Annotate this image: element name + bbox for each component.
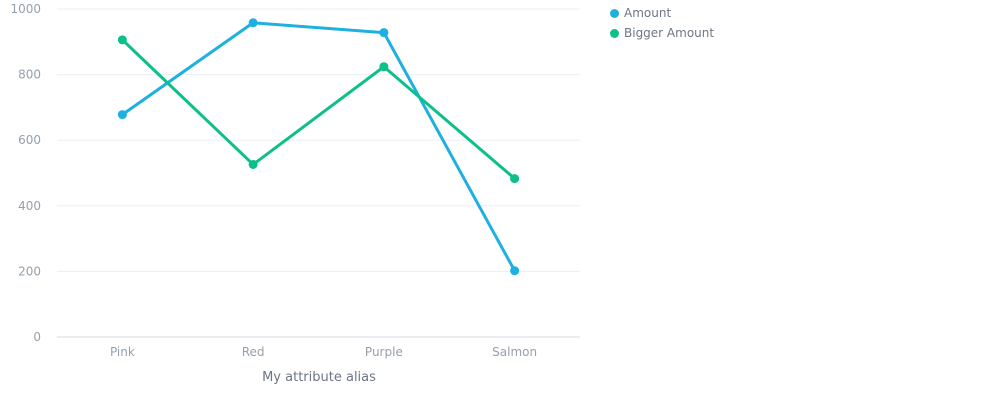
y-tick-label: 0	[33, 330, 41, 344]
series-line	[120, 38, 517, 181]
legend-label: Bigger Amount	[624, 26, 715, 40]
x-tick-label: Red	[242, 345, 265, 359]
y-tick-label: 800	[18, 68, 41, 82]
legend: Amount Bigger Amount	[610, 3, 714, 43]
data-point[interactable]	[379, 28, 389, 38]
x-axis-ticks: Pink Red Purple Salmon	[110, 345, 537, 359]
data-point[interactable]	[510, 266, 520, 276]
data-point[interactable]	[510, 174, 520, 184]
legend-swatch	[610, 28, 619, 38]
series-lines	[117, 18, 520, 276]
data-point[interactable]	[379, 62, 389, 72]
data-point[interactable]	[248, 18, 258, 28]
x-tick-label: Pink	[110, 345, 135, 359]
legend-item[interactable]: Bigger Amount	[610, 23, 714, 43]
legend-item[interactable]: Amount	[610, 3, 714, 23]
x-axis-title: My attribute alias	[262, 370, 376, 385]
series-group	[117, 18, 520, 276]
gridlines	[57, 8, 580, 338]
series-group	[117, 35, 520, 184]
y-axis-ticks: 0 200 400 600 800 1000	[10, 2, 41, 344]
series-line	[120, 21, 517, 273]
data-point[interactable]	[248, 159, 258, 169]
y-tick-label: 400	[18, 199, 41, 213]
y-tick-label: 600	[18, 133, 41, 147]
data-point[interactable]	[117, 110, 127, 120]
y-tick-label: 200	[18, 264, 41, 278]
data-point[interactable]	[117, 35, 127, 45]
x-tick-label: Purple	[365, 345, 403, 359]
y-tick-label: 1000	[10, 2, 41, 16]
x-tick-label: Salmon	[492, 345, 537, 359]
legend-label: Amount	[624, 6, 672, 20]
legend-swatch	[610, 8, 619, 18]
